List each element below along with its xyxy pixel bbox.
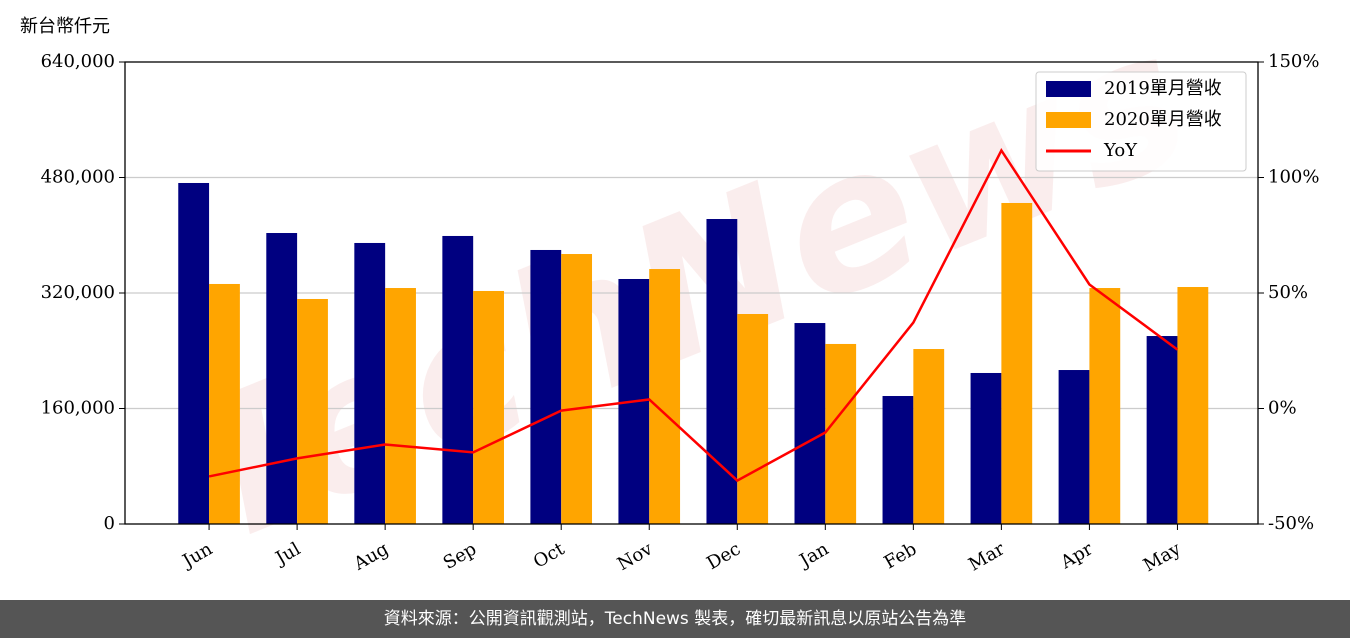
y-tick-label: 0	[104, 513, 115, 534]
x-tick-label: Apr	[1056, 538, 1096, 573]
bar	[473, 290, 504, 524]
bar	[706, 219, 738, 524]
x-tick-label: Sep	[440, 538, 480, 573]
legend-swatch	[1046, 112, 1091, 128]
yoy-line	[208, 147, 1179, 483]
y2-tick-label: 50%	[1268, 282, 1308, 303]
x-tick-label: Jun	[178, 538, 217, 573]
chart: 新台幣仟元 TechNews 0160,000320,000480,000640…	[20, 0, 1319, 588]
y-axis-title: 新台幣仟元	[20, 16, 110, 37]
bar	[385, 288, 416, 524]
x-tick-label: Oct	[530, 538, 569, 573]
bar	[354, 242, 386, 524]
legend-label: YoY	[1103, 140, 1138, 161]
x-tick-label: Feb	[881, 538, 921, 573]
bar	[913, 349, 945, 524]
x-tick-label: Aug	[349, 538, 392, 575]
legend-label: 2019單月營收	[1104, 78, 1222, 99]
bar	[1177, 287, 1209, 524]
bar	[794, 323, 826, 524]
bar	[266, 233, 298, 524]
bar	[561, 254, 593, 525]
legend-label: 2020單月營收	[1104, 109, 1222, 130]
bar	[442, 235, 474, 525]
x-tick-label: Mar	[965, 538, 1009, 575]
y2-tick-label: 150%	[1268, 51, 1319, 72]
bar	[530, 249, 562, 524]
bar	[1146, 336, 1178, 524]
y-tick-label: 160,000	[41, 398, 115, 419]
bar	[1001, 202, 1033, 525]
bar	[825, 343, 857, 524]
bar	[970, 372, 1002, 524]
bar	[649, 269, 681, 524]
bar	[209, 283, 240, 524]
bar	[178, 182, 210, 524]
legend-swatch	[1046, 81, 1091, 97]
plot-frame	[124, 61, 1259, 525]
x-tick-label: Dec	[703, 538, 744, 574]
x-tick-label: May	[1140, 538, 1185, 576]
y-tick-label: 640,000	[41, 51, 115, 72]
y2-tick-label: 100%	[1268, 167, 1319, 188]
x-tick-label: Nov	[614, 538, 657, 575]
y-tick-label: 320,000	[41, 282, 115, 303]
bar	[1089, 288, 1121, 524]
bar	[297, 298, 328, 524]
x-tick-label: Jan	[794, 538, 832, 572]
y-tick-label: 480,000	[41, 167, 115, 188]
bar	[882, 396, 914, 524]
bar	[737, 314, 769, 524]
y2-tick-label: -50%	[1268, 513, 1314, 534]
y2-tick-label: 0%	[1268, 398, 1297, 419]
footer: 資料來源：公開資訊觀測站，TechNews 製表，確切最新訊息以原站公告為準	[0, 600, 1350, 638]
bar	[1058, 370, 1090, 524]
